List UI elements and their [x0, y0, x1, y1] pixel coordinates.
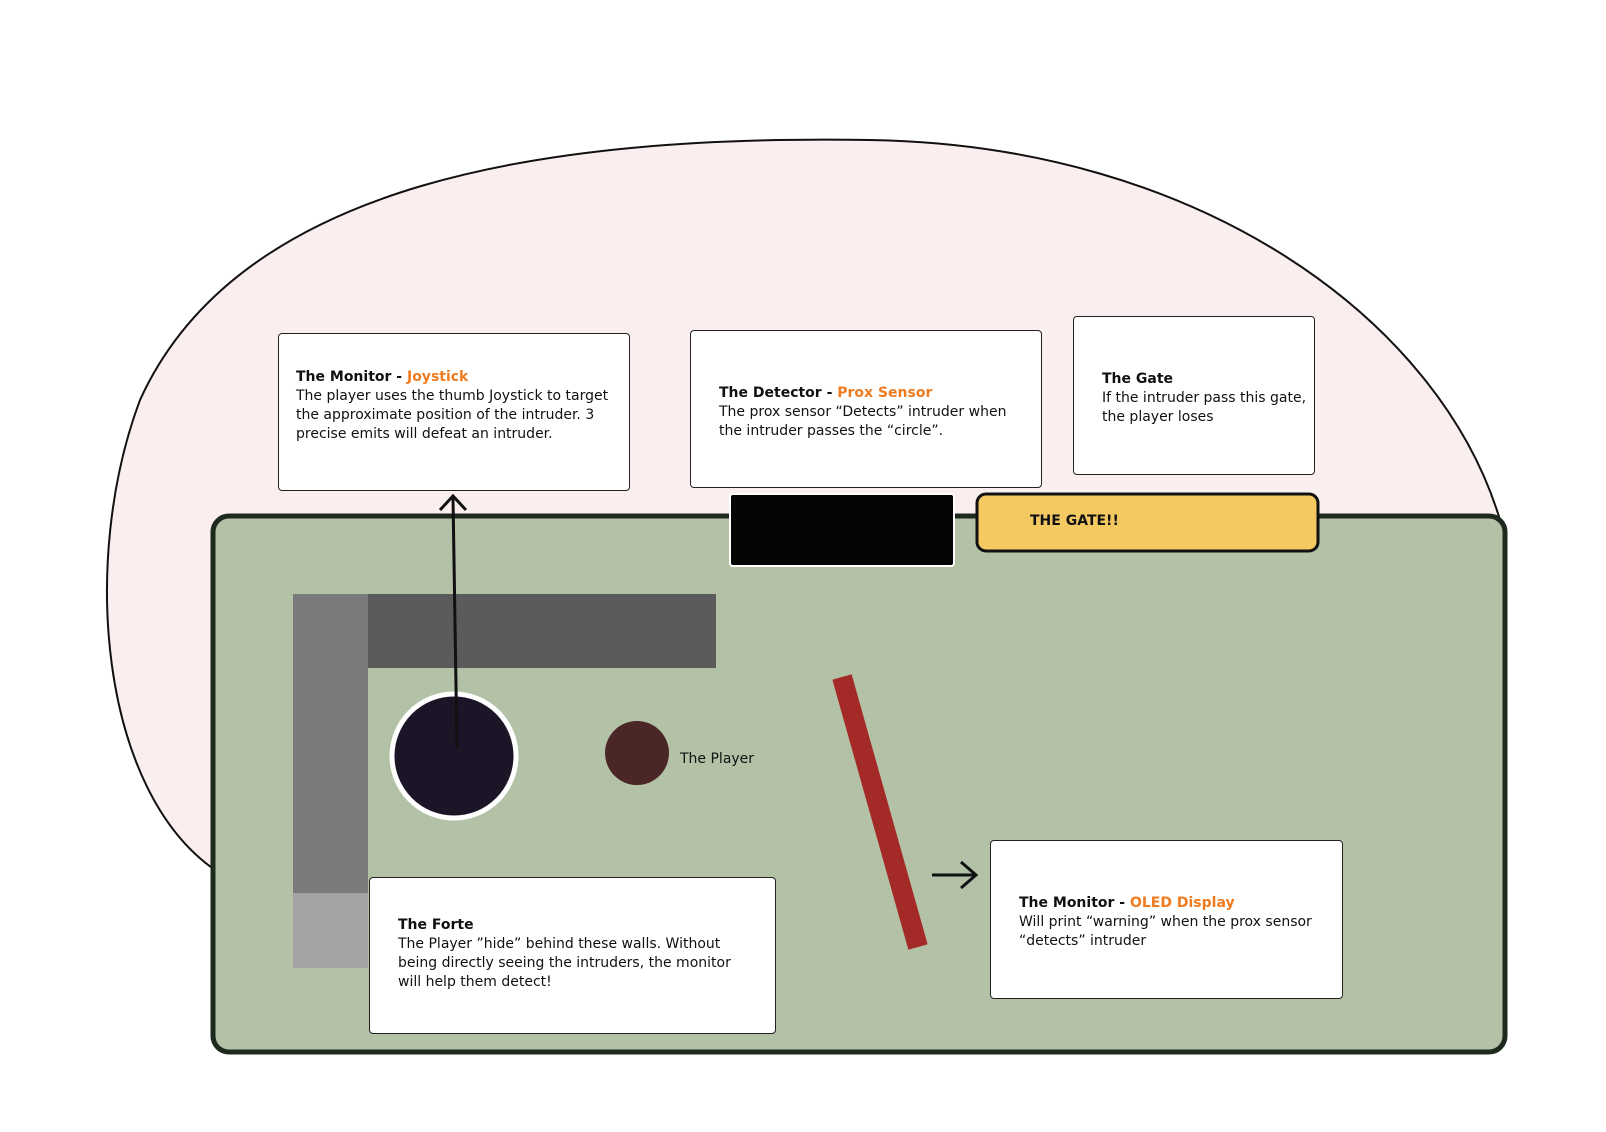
gate-card-title: The Gate: [1102, 371, 1174, 387]
detector-card: The Detector - Prox Sensor The prox sens…: [690, 330, 1042, 488]
forte-card-body: The Player ”hide” behind these walls. Wi…: [398, 936, 731, 990]
oled-card-accent: OLED Display: [1129, 895, 1235, 911]
oled-card-title: The Monitor -: [1019, 895, 1130, 911]
wall-top: [366, 594, 716, 668]
detector-card-body: The prox sensor “Detects” intruder when …: [719, 404, 1007, 439]
joystick-card: The Monitor - Joystick The player uses t…: [278, 333, 630, 491]
gate-label: THE GATE!!: [1030, 513, 1119, 529]
oled-card: The Monitor - OLED Display Will print “w…: [990, 840, 1343, 999]
wall-left: [293, 594, 368, 894]
joystick-card-accent: Joystick: [406, 369, 469, 385]
player-label: The Player: [680, 751, 755, 767]
joystick-target: [389, 691, 519, 821]
oled-card-body: Will print “warning” when the prox senso…: [1019, 914, 1312, 949]
intruder-barrier: [832, 674, 928, 950]
detector-card-accent: Prox Sensor: [837, 385, 933, 401]
wall-left-lower: [293, 893, 368, 968]
forte-card-title: The Forte: [398, 917, 474, 933]
player-marker: [605, 721, 669, 785]
joystick-card-body: The player uses the thumb Joystick to ta…: [296, 388, 609, 442]
gate-card: The Gate If the intruder pass this gate,…: [1073, 316, 1315, 475]
detector-card-heading: The Detector - Prox Sensor: [719, 384, 1015, 403]
oled-card-heading: The Monitor - OLED Display: [1019, 894, 1318, 913]
gate-card-body: If the intruder pass this gate, the play…: [1102, 390, 1307, 425]
arrow-up-icon: [438, 493, 468, 749]
detector-card-title: The Detector -: [719, 385, 838, 401]
joystick-card-heading: The Monitor - Joystick: [296, 368, 613, 387]
joystick-card-title: The Monitor -: [296, 369, 407, 385]
arrow-right-icon: [932, 860, 979, 890]
detector-sensor: [729, 493, 955, 567]
gate-bar: [975, 492, 1320, 553]
forte-card: The Forte The Player ”hide” behind these…: [369, 877, 776, 1034]
